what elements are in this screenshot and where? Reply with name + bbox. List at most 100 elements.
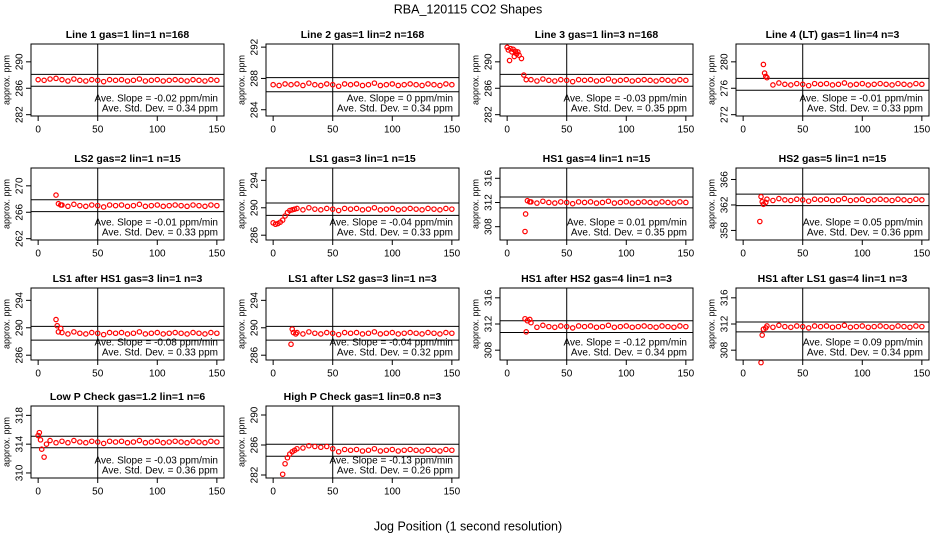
data-point [118, 202, 125, 208]
panel-title: LS1 after HS1 gas=3 lin=1 n=3 [53, 273, 203, 285]
data-point [907, 82, 913, 88]
data-point [112, 202, 119, 209]
annotation: Ave. Slope = -0.01 ppm/min [95, 218, 219, 229]
annotation: Ave. Slope = -0.13 ppm/min [330, 456, 454, 467]
plot-frame [735, 287, 930, 361]
y-tick-label: 276 [720, 79, 731, 96]
data-point [762, 73, 769, 80]
data-point [118, 76, 125, 83]
annotation: Ave. Slope = 0 ppm/min [347, 94, 453, 105]
data-point [323, 329, 330, 336]
data-point [859, 323, 866, 329]
panel-title: Line 2 gas=1 lin=2 n=168 [301, 29, 425, 41]
data-point [449, 81, 455, 88]
data-point [284, 454, 291, 461]
x-tick-label: 150 [914, 125, 931, 136]
x-tick-label: 0 [270, 125, 276, 136]
data-point [617, 323, 624, 330]
data-point [166, 439, 172, 445]
data-point [419, 207, 425, 213]
data-point [160, 331, 167, 337]
data-point [112, 439, 119, 445]
data-point [59, 329, 65, 336]
data-point [546, 323, 552, 330]
y-tick-label: 318 [15, 407, 26, 424]
data-point [407, 446, 413, 453]
data-point [895, 80, 901, 87]
x-tick-label: 100 [854, 125, 871, 136]
data-point [214, 202, 220, 209]
data-point [793, 196, 800, 203]
data-point [919, 197, 925, 203]
data-point [617, 199, 624, 206]
y-tick-label: 290 [250, 406, 261, 423]
data-point [88, 329, 95, 336]
data-point [871, 81, 877, 88]
data-point [371, 204, 378, 211]
y-tick-label: 290 [250, 319, 261, 336]
data-point [341, 329, 348, 336]
data-point [653, 78, 659, 84]
x-tick-label: 100 [149, 249, 166, 260]
x-tick-label: 150 [444, 125, 461, 136]
data-point [782, 323, 788, 330]
data-point [106, 202, 113, 208]
data-point [907, 197, 913, 204]
data-point [829, 324, 836, 331]
annotation: Ave. Std. Dev. = 0.26 ppm [337, 466, 453, 477]
data-point [282, 460, 288, 467]
y-tick-label: 292 [250, 38, 261, 55]
data-point [178, 202, 184, 209]
data-point [895, 323, 901, 329]
data-point [196, 330, 202, 337]
data-point [142, 203, 149, 210]
annotation: Ave. Std. Dev. = 0.33 ppm [102, 228, 218, 239]
y-tick-label: 308 [484, 218, 495, 235]
data-point [94, 439, 101, 445]
data-point [587, 323, 594, 329]
data-point [353, 446, 360, 453]
data-point [528, 319, 534, 326]
x-tick-label: 0 [270, 249, 276, 260]
data-point [817, 323, 824, 330]
panel-title: HS2 gas=5 lin=1 n=15 [779, 153, 887, 165]
data-point [522, 211, 529, 217]
x-tick-label: 150 [444, 369, 461, 380]
data-point [294, 205, 300, 212]
x-tick-label: 100 [618, 369, 635, 380]
plot-frame [30, 43, 225, 117]
data-point [166, 77, 172, 84]
x-tick-label: 50 [797, 125, 809, 136]
y-axis-label: approx. ppm [236, 55, 246, 105]
y-tick-label: 312 [484, 315, 495, 332]
panel-title: HS1 after LS1 gas=4 lin=1 n=3 [758, 273, 908, 285]
data-point [365, 81, 372, 88]
data-point [788, 197, 794, 204]
y-tick-label: 270 [15, 177, 26, 194]
data-point [208, 202, 214, 208]
data-point [371, 80, 378, 86]
data-point [877, 323, 883, 329]
panel-title: LS2 gas=2 lin=1 n=15 [74, 153, 181, 165]
data-point [35, 76, 41, 83]
data-point [865, 324, 872, 331]
data-point [635, 77, 641, 84]
panel-title: Low P Check gas=1.2 lin=1 n=6 [50, 391, 205, 403]
data-point [563, 77, 570, 84]
x-tick-label: 150 [209, 125, 226, 136]
panel-title: Line 1 gas=1 lin=1 n=168 [66, 29, 190, 41]
data-point [799, 81, 806, 88]
x-tick-label: 50 [561, 369, 573, 380]
annotation: Ave. Slope = -0.04 ppm/min [330, 218, 454, 229]
data-point [202, 203, 208, 210]
data-point [365, 206, 372, 212]
y-tick-label: 290 [15, 53, 26, 70]
data-point [112, 330, 119, 337]
data-point [148, 77, 155, 84]
data-point [136, 76, 143, 82]
data-point [383, 206, 390, 212]
data-point [347, 447, 354, 454]
y-axis-label: approx. ppm [470, 55, 480, 105]
data-point [764, 323, 770, 329]
data-point [841, 195, 848, 202]
